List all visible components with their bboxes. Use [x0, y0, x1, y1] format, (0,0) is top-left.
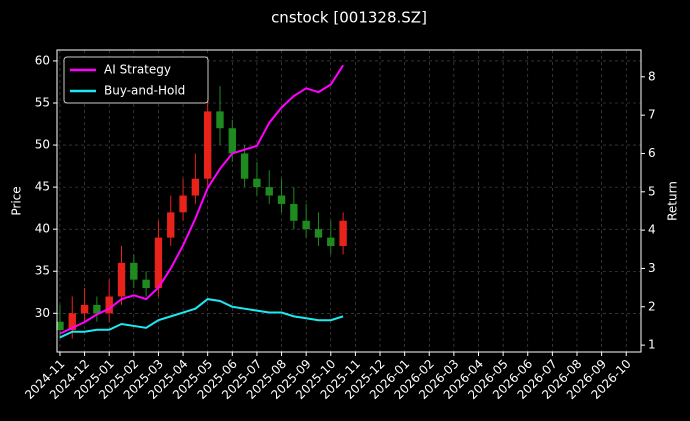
candle-body	[327, 237, 335, 247]
y2-tick-label: 5	[648, 184, 656, 198]
legend-box	[63, 56, 209, 104]
y2-tick-label: 3	[648, 261, 656, 275]
legend-label: AI Strategy	[104, 63, 171, 77]
candle-body	[130, 262, 138, 280]
candle-body	[314, 229, 323, 238]
plot-frame	[56, 49, 642, 353]
candle-body	[56, 321, 64, 331]
y2-tick-label: 8	[648, 69, 656, 83]
candle-body	[339, 220, 347, 247]
candle-body	[191, 178, 200, 196]
candle-body	[80, 304, 89, 314]
line-series	[59, 298, 344, 339]
candle-body	[68, 313, 76, 331]
candle-body	[290, 203, 298, 221]
candle-body	[240, 153, 249, 179]
legend-label: Buy-and-Hold	[104, 84, 185, 98]
candle-body	[277, 195, 286, 204]
candle-body	[265, 187, 273, 196]
y-tick-label: 30	[35, 306, 50, 320]
y2-tick-label: 7	[648, 108, 656, 122]
line-series	[59, 64, 344, 335]
chart-title: cnstock [001328.SZ]	[271, 9, 427, 27]
y-tick-label: 45	[35, 180, 50, 194]
y2-tick-label: 1	[648, 338, 656, 352]
y2-tick-label: 6	[648, 146, 656, 160]
candle-body	[105, 296, 113, 314]
candle-body	[154, 237, 163, 289]
candle-body	[302, 220, 310, 230]
y2-axis-label: Return	[666, 181, 680, 221]
y2-tick-label: 2	[648, 299, 656, 313]
candle-body	[93, 304, 101, 314]
y-tick-label: 60	[35, 53, 50, 67]
candle-body	[179, 195, 187, 213]
y-tick-label: 55	[35, 95, 50, 109]
y-tick-label: 50	[35, 138, 50, 152]
y-tick-label: 40	[35, 222, 50, 236]
candle-body	[228, 128, 236, 154]
y-tick-label: 35	[35, 264, 50, 278]
y-axis-label: Price	[10, 186, 24, 215]
candle-body	[253, 178, 261, 188]
candle-body	[117, 262, 126, 297]
candle-body	[167, 212, 175, 238]
y2-tick-label: 4	[648, 223, 656, 237]
candle-body	[142, 279, 150, 289]
candle-body	[216, 111, 224, 129]
candle-body	[203, 111, 212, 179]
